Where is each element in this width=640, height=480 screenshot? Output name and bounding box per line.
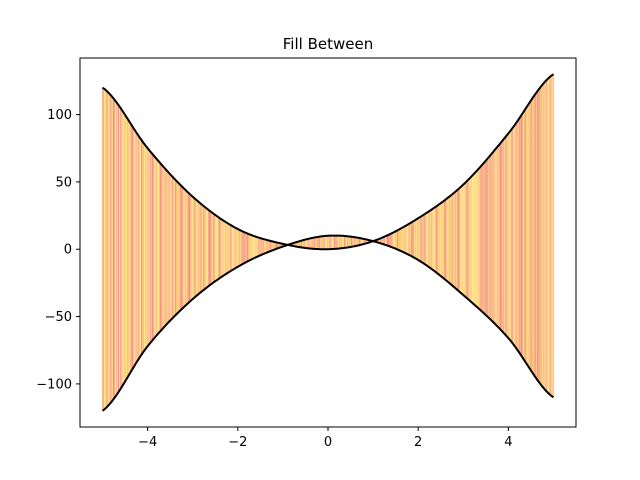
y-tick-label: 0 [64,243,72,258]
x-tick-label: −4 [138,435,157,450]
x-tick-label: 0 [324,435,332,450]
x-tick-label: 2 [414,435,422,450]
y-axis: 100 50 0 −50 −100 [36,108,80,392]
fill-between-area [101,74,555,411]
x-tick-label: 4 [504,435,512,450]
y-tick-label: 100 [47,108,72,123]
series-line-2 [101,234,555,412]
x-axis: −4 −2 0 2 4 [138,427,513,450]
y-tick-label: −100 [36,377,72,392]
y-tick-label: 50 [55,175,72,190]
chart-title: Fill Between [283,35,373,53]
curve-layer [101,73,555,412]
series-line-1 [101,73,555,251]
y-tick-label: −50 [45,310,72,325]
x-tick-label: −2 [228,435,247,450]
